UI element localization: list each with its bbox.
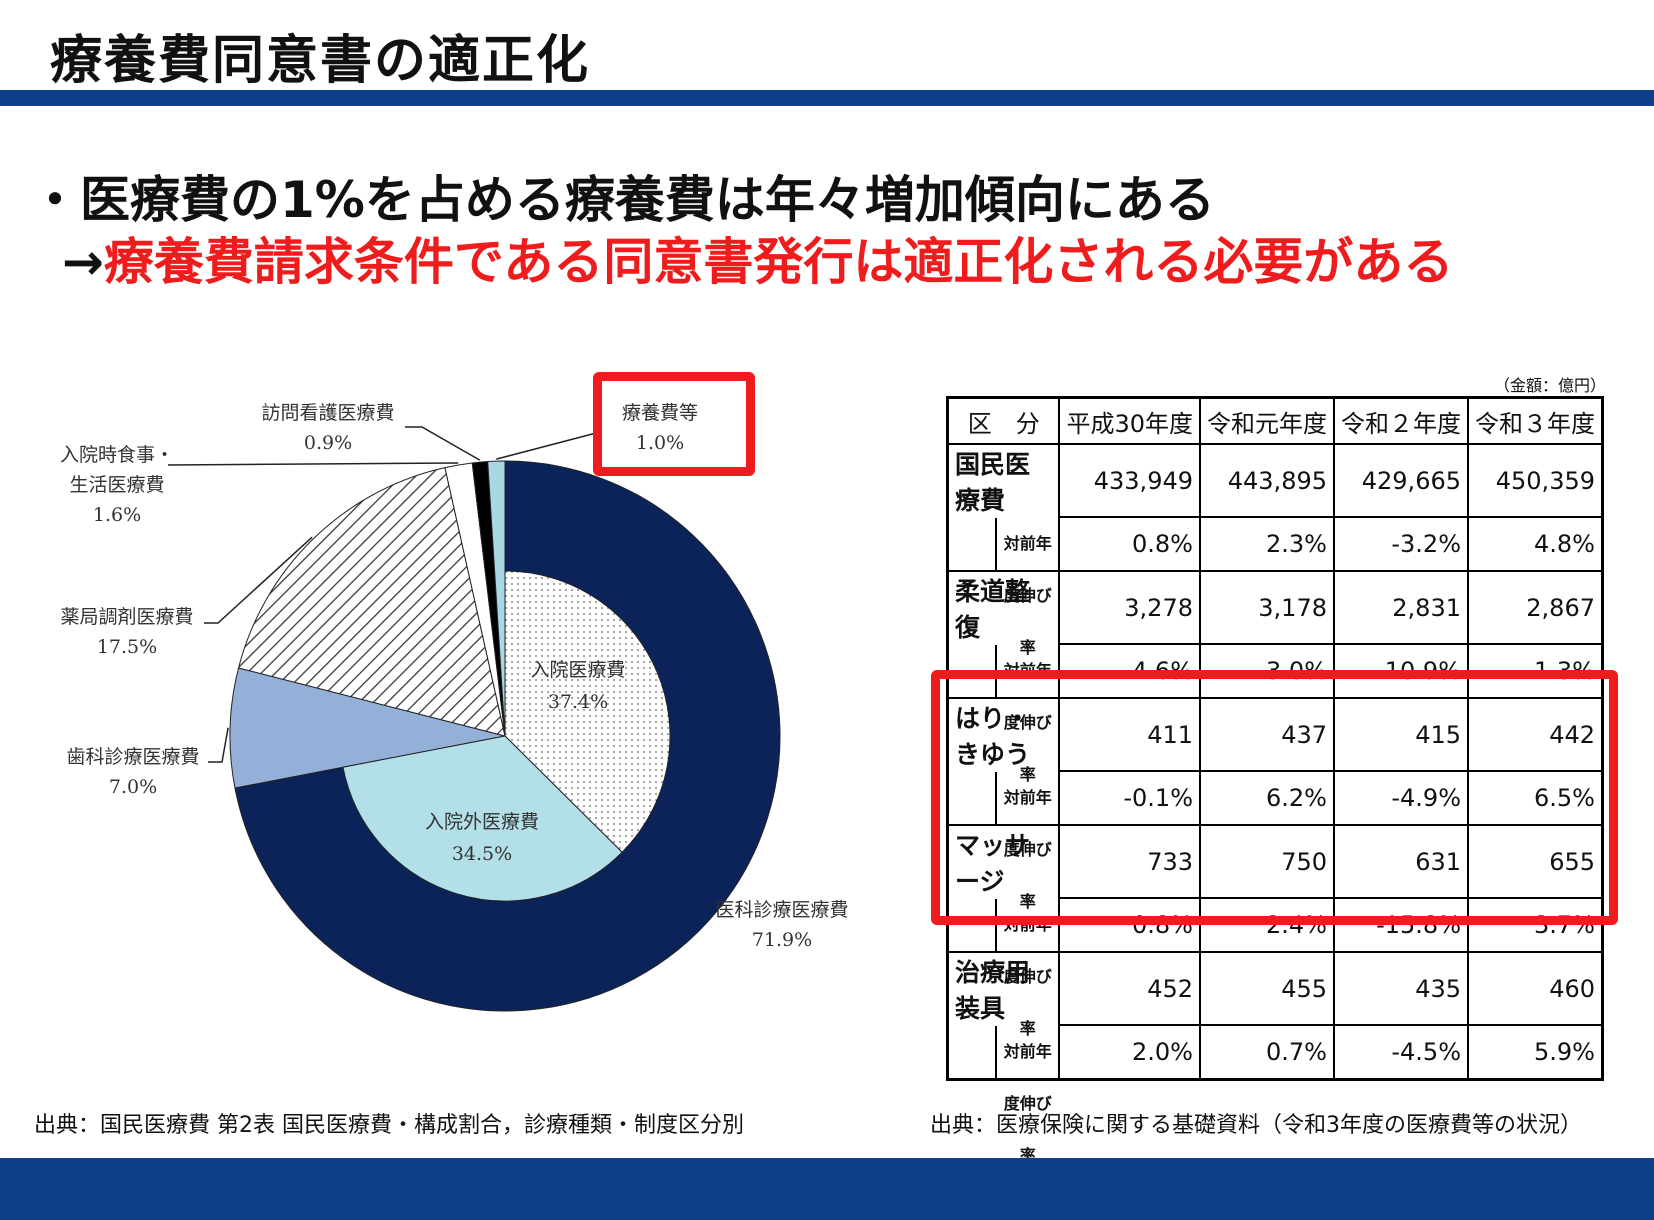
table-cell-value: 3,178	[1199, 570, 1335, 645]
table-header-3: 令和２年度	[1333, 396, 1469, 445]
table-cell-rate: -3.2%	[1333, 516, 1469, 572]
highlight-box-ryoyohi	[593, 372, 755, 476]
table-header-4: 令和３年度	[1467, 396, 1604, 445]
pie-leader-5	[496, 431, 601, 460]
conclusion-line: →療養費請求条件である同意書発行は適正化される必要がある	[62, 222, 1453, 294]
pie-slice-inner-0	[504, 570, 671, 853]
table-cell-value: 450,359	[1467, 443, 1604, 518]
table-row: マッサージ 733 750 631 655	[946, 824, 1604, 899]
rate-label: 対前年度伸び率	[995, 517, 1058, 657]
table-cell-rate: 0.7%	[1199, 1024, 1335, 1081]
table-row-rate: 対前年度伸び率 0.8% 2.3% -3.2% 4.8%	[946, 516, 1604, 657]
table-row: はり・きゆう 411 437 415 442	[946, 697, 1604, 772]
table-cell-rate: -4.5%	[1333, 1024, 1469, 1081]
table-cell-value: 460	[1467, 951, 1604, 1026]
table-row-rate: 対前年度伸び率 2.0% 0.7% -4.5% 5.9%	[946, 1024, 1604, 1165]
table-cell-value: 452	[1058, 951, 1201, 1026]
table-cell-value: 750	[1199, 824, 1335, 899]
conclusion-text: 療養費請求条件である同意書発行は適正化される必要がある	[103, 233, 1454, 291]
row-category: マッサージ	[946, 824, 1061, 898]
pie-label-3: 入院時食事・	[60, 444, 174, 466]
pie-inner-label-1: 入院外医療費	[425, 811, 539, 833]
pie-chart: 医科診療医療費 71.9% 歯科診療医療費 7.0% 薬局調剤医療費 17.5% 入院時食事…	[60, 402, 849, 1012]
pie-slice-inner-1	[342, 735, 623, 902]
table-unit: （金額：億円）	[1494, 376, 1607, 395]
table-cell-value: 2,831	[1333, 570, 1469, 645]
table-cell-value: 442	[1467, 697, 1604, 772]
pie-leader-4	[405, 426, 481, 461]
table-cell-value: 435	[1333, 951, 1469, 1026]
pie-label-5: 療養費等	[622, 402, 698, 424]
table-cell-rate: 2.3%	[1199, 516, 1335, 572]
table-cell-rate: -0.1%	[1058, 770, 1201, 826]
arrow-glyph: →	[62, 233, 104, 291]
pie-label-2: 薬局調剤医療費	[60, 606, 193, 628]
bullet-point: ・医療費の1%を占める療養費は年々増加傾向にある	[30, 171, 1215, 229]
table-header-row: 区 分平成30年度 令和元年度 令和２年度 令和３年度	[946, 396, 1604, 445]
pie-leader-3	[167, 462, 459, 466]
table-cell-value: 655	[1467, 824, 1604, 899]
pie-inner-value-0: 37.4%	[548, 691, 608, 713]
pie-slice-outer-5	[487, 460, 506, 737]
rate-label: 対前年度伸び率	[995, 1025, 1058, 1165]
pie-leader-2	[204, 536, 313, 624]
table-header-2: 令和元年度	[1199, 396, 1335, 445]
table-cell-rate: -15.8%	[1333, 897, 1469, 953]
pie-inner-value-1: 34.5%	[452, 843, 512, 865]
table-cell-rate: 6.2%	[1199, 770, 1335, 826]
table-cell-value: 415	[1333, 697, 1469, 772]
table-cell-rate: 5.9%	[1467, 1024, 1604, 1081]
table-cell-value: 2,867	[1467, 570, 1604, 645]
footer-bar	[0, 1158, 1654, 1220]
row-category: 柔道整復	[946, 570, 1061, 644]
pie-slice-outer-1	[229, 667, 506, 789]
table-row: 柔道整復 3,278 3,178 2,831 2,867	[946, 570, 1604, 645]
pie-value-4: 0.9%	[304, 432, 352, 454]
pie-value-1: 7.0%	[109, 776, 157, 798]
table-cell-value: 443,895	[1199, 443, 1335, 518]
source-right: 出典：医療保険に関する基礎資料（令和3年度の医療費等の状況）	[930, 1113, 1582, 1138]
source-left: 出典：国民医療費 第2表 国民医療費・構成割合，診療種類・制度区分別	[34, 1113, 744, 1138]
table-cell-value: 631	[1333, 824, 1469, 899]
table-cell-rate: 2.4%	[1199, 897, 1335, 953]
table-header-0: 区 分	[946, 396, 1061, 445]
table-cell-rate: 4.8%	[1467, 516, 1604, 572]
row-category: 国民医療費	[946, 443, 1061, 517]
table-cell-value: 455	[1199, 951, 1335, 1026]
pie-inner-label-0: 入院医療費	[530, 659, 625, 681]
table-cell-value: 437	[1199, 697, 1335, 772]
pie-value-5: 1.0%	[636, 432, 684, 454]
pie-slice-outer-2	[237, 467, 506, 737]
table-row-rate: 対前年度伸び率 -0.1% 6.2% -4.9% 6.5%	[946, 770, 1604, 911]
pie-value-3: 1.6%	[93, 504, 141, 526]
table-header-1: 平成30年度	[1058, 396, 1201, 445]
table-row: 国民医療費 433,949 443,895 429,665 450,359	[946, 443, 1604, 518]
table-cell-rate: 0.8%	[1058, 516, 1201, 572]
table-cell-value: 429,665	[1333, 443, 1469, 518]
table-cell-value: 433,949	[1058, 443, 1201, 518]
pie-value-2: 17.5%	[97, 636, 157, 658]
table-cell-rate: 3.7%	[1467, 897, 1604, 953]
table-cell-rate: 2.0%	[1058, 1024, 1201, 1081]
pie-value-0: 71.9%	[752, 929, 812, 951]
table-cell-value: 733	[1058, 824, 1201, 899]
row-category: 治療用装具	[946, 951, 1061, 1025]
row-category: はり・きゆう	[946, 697, 1061, 771]
pie-label-4: 訪問看護医療費	[261, 402, 394, 424]
title-rule	[0, 90, 1654, 106]
table-cell-value: 3,278	[1058, 570, 1201, 645]
medical-cost-table: 区 分平成30年度 令和元年度 令和２年度 令和３年度 国民医療費 433,949 443…	[946, 396, 1604, 1165]
pie-label-1: 歯科診療医療費	[66, 746, 199, 768]
page-title: 療養費同意書の適正化	[50, 31, 591, 91]
table-row: 治療用装具 452 455 435 460	[946, 951, 1604, 1026]
pie-leader-1	[208, 727, 229, 763]
table-cell-rate: 0.8%	[1058, 897, 1201, 953]
highlight-box-table	[931, 670, 1618, 925]
pie-label-3: 生活医療費	[69, 474, 164, 496]
table-row-rate: 対前年度伸び率 0.8% 2.4% -15.8% 3.7%	[946, 897, 1604, 1038]
pie-label-0: 医科診療医療費	[715, 899, 848, 921]
table-cell-rate: 6.5%	[1467, 770, 1604, 826]
table-cell-value: 411	[1058, 697, 1201, 772]
table-cell-rate: -4.9%	[1333, 770, 1469, 826]
